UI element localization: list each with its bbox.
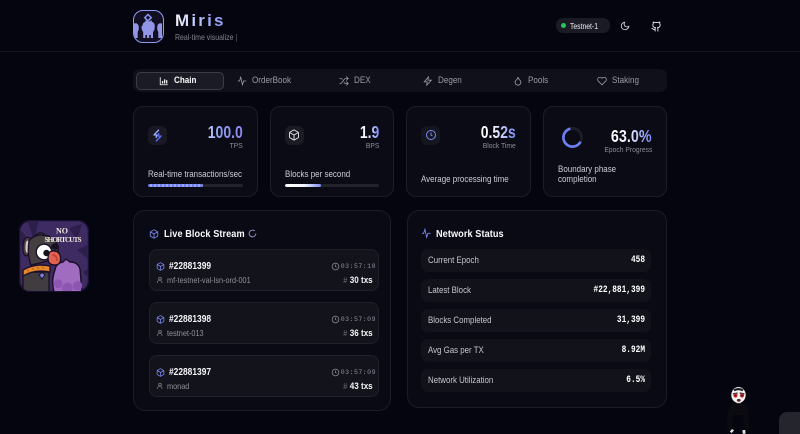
svg-text:NO: NO [56, 227, 68, 236]
svg-text:SHORTCUTS: SHORTCUTS [45, 236, 82, 244]
